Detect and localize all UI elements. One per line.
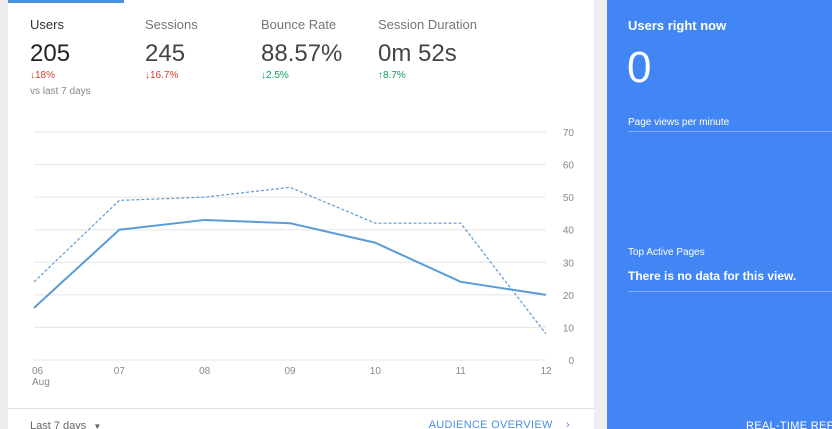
metric-session-duration[interactable]: Session Duration 0m 52s ↑8.7% [378, 17, 518, 82]
arrow-down-icon: ↓ [261, 70, 266, 81]
y-tick-label: 10 [563, 323, 575, 334]
metric-value: 205 [30, 40, 71, 67]
metric-sessions[interactable]: Sessions 245 ↓16.7% [145, 17, 255, 82]
metric-change-value: 18% [35, 70, 56, 81]
metric-change: ↓18% [30, 70, 140, 82]
no-data-message: There is no data for this view. [628, 269, 797, 283]
metric-users[interactable]: Users 205 ↓18% vs last 7 days [30, 17, 140, 97]
metric-value: 88.57% [261, 40, 343, 67]
metric-change-value: 2.5% [266, 70, 289, 81]
metric-change-value: 8.7% [383, 70, 406, 81]
metric-change-value: 16.7% [150, 70, 179, 81]
compare-period: vs last 7 days [30, 86, 91, 97]
top-pages-divider [628, 291, 832, 292]
active-users-count: 0 [627, 43, 652, 92]
metric-label: Session Duration [378, 17, 477, 32]
realtime-report-link[interactable]: REAL-TIME REPO [746, 420, 832, 429]
y-tick-label: 40 [563, 226, 575, 237]
audience-overview-link[interactable]: AUDIENCE OVERVIEW › [429, 419, 570, 429]
y-tick-label: 50 [563, 193, 575, 204]
chevron-right-icon: › [566, 419, 570, 429]
y-tick-label: 0 [568, 356, 574, 367]
arrow-up-icon: ↑ [378, 70, 383, 81]
x-tick-label: 06 [32, 366, 44, 377]
active-tab-indicator [8, 0, 124, 3]
metric-label: Bounce Rate [261, 17, 337, 32]
metric-label: Sessions [145, 17, 198, 32]
y-tick-label: 20 [563, 291, 575, 302]
audience-card: Users 205 ↓18% vs last 7 days Sessions 2… [8, 0, 594, 429]
realtime-panel: Users right now 0 Page views per minute … [607, 0, 832, 429]
x-tick-label: 10 [370, 366, 382, 377]
footer-divider [8, 408, 594, 409]
x-tick-label: 08 [199, 366, 211, 377]
metric-value: 245 [145, 40, 186, 67]
page-views-divider [628, 131, 832, 132]
metric-change: ↓2.5% [261, 70, 371, 82]
x-tick-sublabel: Aug [32, 377, 50, 388]
metric-bounce-rate[interactable]: Bounce Rate 88.57% ↓2.5% [261, 17, 371, 82]
metric-change: ↑8.7% [378, 70, 518, 82]
previous-period-line [33, 186, 547, 335]
x-tick-label: 07 [114, 366, 126, 377]
metric-value: 0m 52s [378, 40, 457, 67]
date-range-selector[interactable]: Last 7 days ▼ [30, 420, 101, 429]
x-tick-label: 12 [540, 366, 552, 377]
metric-change: ↓16.7% [145, 70, 255, 82]
metric-label: Users [30, 17, 64, 32]
y-tick-label: 60 [563, 161, 575, 172]
arrow-down-icon: ↓ [145, 70, 150, 81]
top-pages-label: Top Active Pages [628, 247, 705, 258]
y-tick-label: 30 [563, 258, 575, 269]
date-range-label: Last 7 days [30, 420, 87, 429]
y-tick-label: 70 [563, 128, 575, 139]
realtime-title: Users right now [628, 18, 727, 33]
x-tick-label: 09 [284, 366, 296, 377]
page-views-label: Page views per minute [628, 117, 730, 128]
caret-down-icon: ▼ [93, 422, 102, 429]
x-tick-label: 11 [455, 366, 466, 377]
audience-overview-label: AUDIENCE OVERVIEW [428, 419, 553, 429]
arrow-down-icon: ↓ [30, 70, 35, 81]
